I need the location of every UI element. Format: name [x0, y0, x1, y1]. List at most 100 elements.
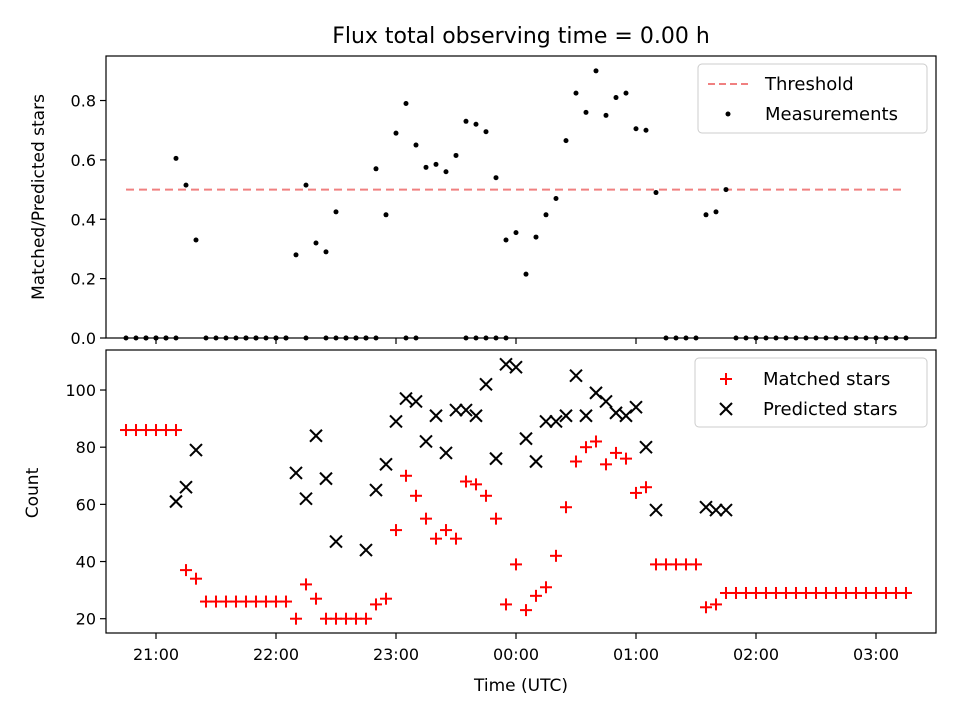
- matched-star-point: [280, 595, 292, 608]
- measurement-point: [503, 237, 509, 243]
- matched-legend-swatch: [720, 373, 732, 385]
- matched-star-point: [360, 612, 372, 625]
- predicted-legend-swatch: [719, 402, 733, 416]
- predicted-star-point: [299, 491, 313, 506]
- top-legend-box: [697, 63, 928, 134]
- predicted-star-point: [399, 391, 413, 406]
- predicted-star-point: [509, 360, 523, 374]
- matched-star-point: [590, 435, 602, 448]
- predicted-star-point: [549, 414, 563, 429]
- measurement-point: [413, 142, 419, 148]
- top-y-axis-label: Matched/Predicted stars: [29, 94, 49, 300]
- matched-star-point: [520, 604, 532, 617]
- bottom-x-tick-label: 02:00: [733, 645, 779, 664]
- matched-star-point: [300, 578, 312, 591]
- bottom-x-tick-label: 03:00: [853, 645, 899, 664]
- predicted-star-point: [429, 409, 443, 423]
- measurement-point: [193, 237, 199, 243]
- matched-star-point: [570, 455, 582, 468]
- measurement-point: [533, 234, 539, 240]
- matched-star-point: [180, 564, 192, 577]
- measurement-point: [313, 240, 319, 246]
- bottom-y-tick-label: 80: [76, 438, 96, 457]
- predicted-star-point: [709, 503, 723, 517]
- predicted-star-point: [319, 471, 333, 486]
- measurement-point: [433, 161, 439, 167]
- top-plot-frame: [105, 55, 937, 339]
- matched-legend-label: Matched stars: [763, 369, 890, 390]
- predicted-star-point: [559, 409, 573, 423]
- bottom-legend-box: [694, 357, 928, 428]
- matched-star-point: [630, 486, 642, 499]
- bottom-x-tick-label: 01:00: [613, 645, 659, 664]
- matched-star-point: [500, 598, 512, 611]
- matched-star-point: [190, 572, 202, 585]
- measurement-point: [723, 187, 729, 193]
- matched-star-point: [580, 441, 592, 454]
- predicted-star-point: [329, 534, 343, 549]
- bottom-x-tick-label: 22:00: [253, 645, 299, 664]
- measurement-point: [403, 100, 409, 106]
- measurement-point: [513, 230, 519, 236]
- bottom-x-axis-label: Time (UTC): [473, 676, 568, 696]
- bottom-y-axis-label: Count: [23, 467, 43, 518]
- predicted-star-point: [719, 503, 733, 517]
- measurement-point: [473, 121, 479, 127]
- measurement-point: [713, 209, 719, 215]
- predicted-star-point: [469, 409, 483, 423]
- matched-star-point: [290, 612, 302, 625]
- matched-star-point: [640, 481, 652, 494]
- matched-star-point: [450, 532, 462, 545]
- predicted-star-point: [569, 369, 583, 383]
- predicted-star-point: [419, 434, 433, 449]
- measurement-point: [523, 271, 529, 277]
- matched-star-point: [700, 601, 712, 614]
- measurement-point: [653, 190, 659, 196]
- matched-star-point: [690, 558, 702, 571]
- predicted-star-point: [479, 377, 493, 392]
- predicted-star-point: [359, 543, 373, 557]
- predicted-star-point: [309, 429, 323, 443]
- top-legend: Threshold Measurements: [697, 63, 928, 134]
- measurement-point: [423, 164, 429, 170]
- bottom-x-tick-label: 23:00: [373, 645, 419, 664]
- predicted-legend-label: Predicted stars: [763, 399, 897, 420]
- matched-star-point: [620, 452, 632, 465]
- predicted-star-point: [619, 409, 633, 423]
- matched-star-point: [550, 549, 562, 562]
- measurement-point: [443, 169, 449, 175]
- matched-star-point: [170, 424, 182, 437]
- matched-star-point: [710, 598, 722, 611]
- predicted-star-point: [389, 414, 403, 429]
- measurement-point: [183, 182, 189, 188]
- measurement-point: [373, 166, 379, 172]
- top-y-tick-label: 0.6: [71, 151, 96, 170]
- matched-star-point: [470, 478, 482, 491]
- measurement-point: [173, 155, 179, 161]
- matched-star-point: [900, 586, 912, 599]
- measurement-point: [583, 109, 589, 115]
- matched-star-point: [310, 592, 322, 605]
- bottom-plot-area: 20 40 60 80 100 21:00 22:00 23:00 00:00 01:00 02:0…: [65, 357, 912, 664]
- measurement-point: [293, 252, 299, 258]
- top-y-tick-label: 0.4: [71, 210, 96, 229]
- measurement-point: [593, 68, 599, 74]
- matched-star-point: [370, 598, 382, 611]
- bottom-y-tick-label: 20: [76, 610, 96, 629]
- predicted-star-point: [649, 503, 663, 517]
- matched-star-point: [400, 469, 412, 482]
- measurement-point: [483, 129, 489, 135]
- measurement-point: [333, 209, 339, 215]
- bottom-plot-frame: [105, 349, 937, 634]
- threshold-legend-label: Threshold: [764, 74, 854, 95]
- matched-star-point: [380, 592, 392, 605]
- matched-star-point: [480, 489, 492, 502]
- measurements-legend-swatch: [725, 111, 731, 117]
- measurement-point: [383, 212, 389, 218]
- top-y-tick-label: 0.0: [71, 329, 96, 348]
- predicted-star-point: [579, 409, 593, 423]
- predicted-star-point: [599, 394, 613, 409]
- predicted-star-point: [369, 483, 383, 497]
- measurement-point: [563, 138, 569, 144]
- matched-star-point: [440, 524, 452, 537]
